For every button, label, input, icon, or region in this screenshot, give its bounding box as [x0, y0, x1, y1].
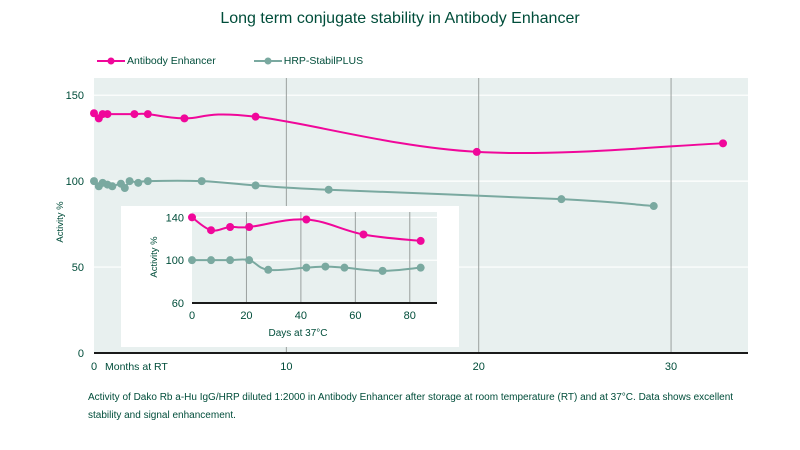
legend-marker-antibody-enhancer — [97, 57, 125, 65]
main-data-point — [472, 147, 481, 156]
inset-data-point — [226, 256, 235, 265]
inset-series-line-0 — [191, 216, 421, 242]
inset-data-point — [188, 213, 196, 222]
main-data-point — [251, 112, 260, 121]
main-plot-area — [94, 78, 748, 353]
main-data-point — [94, 114, 103, 123]
inset-x-axis-label: Days at 37°C — [268, 328, 327, 339]
main-data-point — [718, 139, 727, 148]
main-data-point — [120, 184, 129, 192]
inset-data-point — [207, 256, 216, 265]
main-data-point — [103, 180, 112, 189]
main-data-point — [557, 195, 566, 204]
inset-series-line-1 — [192, 258, 421, 272]
inset-panel — [121, 206, 459, 347]
main-data-point — [197, 177, 206, 186]
legend: Antibody Enhancer HRP-StabilPLUS — [97, 55, 363, 67]
main-y-tick-label: 100 — [66, 176, 84, 188]
main-x-tick-label: 10 — [280, 361, 292, 373]
inset-y-tick-label: 140 — [166, 212, 184, 224]
main-data-point — [90, 177, 98, 186]
inset-data-point — [207, 226, 216, 235]
main-x-tick-label: 30 — [665, 361, 677, 373]
main-y-tick-label: 0 — [78, 348, 84, 360]
inset-x-tick-label: 40 — [295, 310, 307, 322]
inset-x-tick-label: 80 — [404, 310, 416, 322]
inset-y-tick-label: 60 — [172, 298, 184, 310]
main-x-axis-label: Months at RT — [105, 361, 168, 373]
main-data-point — [98, 110, 107, 119]
inset-data-point — [359, 230, 368, 239]
inset-data-point — [264, 265, 273, 274]
inset-data-point — [245, 222, 254, 231]
inset-data-point — [302, 263, 311, 272]
main-data-point — [108, 182, 117, 191]
inset-x-tick-label: 20 — [240, 310, 252, 322]
main-data-point — [180, 114, 189, 123]
legend-item-hrp-stabilplus: HRP-StabilPLUS — [253, 55, 364, 67]
inset-x-tick-label: 0 — [189, 310, 195, 322]
inset-x-tick-label: 60 — [349, 310, 361, 322]
main-series-line-1 — [93, 179, 654, 208]
inset-data-point — [416, 263, 425, 272]
main-data-point — [103, 110, 112, 119]
main-data-point — [94, 182, 103, 191]
main-series-line-0 — [93, 112, 724, 155]
main-data-point — [143, 177, 152, 186]
inset-data-point — [302, 215, 311, 224]
inset-data-point — [188, 256, 196, 265]
main-y-axis-label: Activity % — [55, 201, 66, 243]
main-data-point — [130, 110, 139, 119]
chart-title: Long term conjugate stability in Antibod… — [220, 10, 580, 27]
main-data-point — [143, 110, 152, 119]
inset-data-point — [340, 263, 349, 272]
inset-data-point — [416, 236, 425, 245]
main-data-point — [125, 177, 134, 186]
inset-data-point — [321, 262, 330, 271]
main-data-point — [134, 178, 143, 187]
main-y-tick-label: 50 — [72, 262, 84, 274]
caption: Activity of Dako Rb a-Hu IgG/HRP diluted… — [88, 392, 734, 421]
inset-plot-area — [192, 212, 437, 303]
main-data-point — [116, 179, 125, 188]
main-x-tick-label: 20 — [473, 361, 485, 373]
legend-label: HRP-StabilPLUS — [283, 55, 364, 67]
main-y-tick-label: 150 — [66, 90, 84, 102]
main-data-point — [324, 185, 333, 194]
main-data-point — [649, 202, 658, 211]
legend-marker-hrp-stabilplus — [253, 57, 282, 65]
inset-y-tick-label: 100 — [166, 255, 184, 267]
inset-data-point — [226, 222, 235, 231]
legend-label: Antibody Enhancer — [127, 55, 216, 67]
inset-data-point — [378, 266, 387, 275]
main-data-point — [90, 109, 98, 118]
main-data-point — [251, 181, 260, 190]
inset-data-point — [245, 256, 254, 265]
inset-y-axis-label: Activity % — [149, 236, 160, 278]
main-data-point — [98, 178, 107, 187]
main-x-tick-label: 0 — [91, 361, 97, 373]
legend-item-antibody-enhancer: Antibody Enhancer — [97, 55, 216, 67]
